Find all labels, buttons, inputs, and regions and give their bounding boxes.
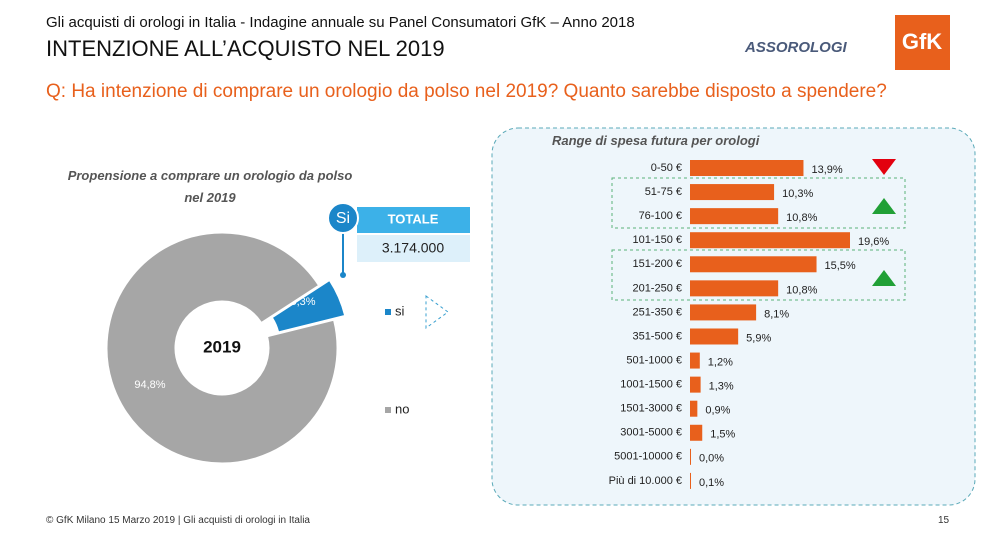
bar	[690, 232, 850, 249]
category-label: 51-75 €	[645, 186, 682, 198]
play-icon	[425, 295, 449, 329]
category-label: 351-500 €	[632, 330, 682, 342]
value-label: 0,0%	[699, 453, 724, 465]
bar	[690, 280, 779, 297]
value-label: 8,1%	[764, 308, 789, 320]
legend-swatch	[385, 407, 391, 413]
callout-badge	[327, 202, 359, 234]
gfk-logo-text: GfK	[902, 29, 942, 54]
value-label: 10,8%	[786, 284, 817, 296]
gfk-logo	[895, 15, 950, 70]
slice-label: 94,8%	[134, 379, 165, 391]
value-label: 1,3%	[709, 381, 734, 393]
bar	[690, 328, 739, 345]
footer: © GfK Milano 15 Marzo 2019 | Gli acquist…	[46, 515, 310, 526]
value-label: 15,5%	[825, 260, 856, 272]
callout-badge-text: Si	[336, 210, 350, 227]
category-label: 0-50 €	[651, 162, 682, 174]
subtitle: Gli acquisti di orologi in Italia - Inda…	[46, 14, 635, 31]
page-number: 15	[938, 515, 950, 526]
bar	[690, 184, 775, 201]
callout-label: TOTALE	[388, 211, 439, 226]
up-arrow	[872, 198, 896, 214]
legend-label: no	[395, 401, 409, 416]
legend-swatch	[385, 309, 391, 315]
down-arrow	[872, 159, 896, 175]
value-label: 0,9%	[705, 405, 730, 417]
donut-title: Propensione a comprare un orologio da po…	[67, 168, 353, 205]
bar	[690, 376, 701, 393]
value-label: 5,9%	[746, 332, 771, 344]
highlight-box	[611, 249, 906, 301]
category-label: 1501-3000 €	[620, 403, 682, 415]
bar-title: Range di spesa futura per orologi	[552, 133, 760, 148]
bar	[690, 352, 700, 369]
value-label: 10,8%	[786, 212, 817, 224]
value-label: 1,5%	[710, 429, 735, 441]
callout-dot	[340, 272, 346, 278]
bar	[690, 256, 817, 273]
category-label: 1001-1500 €	[620, 379, 682, 391]
callout-value-box	[357, 235, 470, 262]
category-label: 501-1000 €	[626, 354, 682, 366]
up-arrow	[872, 270, 896, 286]
category-label: 3001-5000 €	[620, 427, 682, 439]
bar	[690, 304, 757, 321]
bar	[690, 400, 698, 417]
legend-label: si	[395, 303, 405, 318]
category-label: 76-100 €	[639, 210, 682, 222]
center-label: 2019	[203, 337, 241, 356]
value-label: 10,3%	[782, 188, 813, 200]
category-label: Più di 10.000 €	[609, 475, 682, 487]
category-label: 151-200 €	[632, 258, 682, 270]
bar	[690, 448, 691, 465]
category-label: 5001-10000 €	[614, 451, 682, 463]
category-label: 201-250 €	[632, 282, 682, 294]
value-label: 0,1%	[699, 477, 724, 489]
value-label: 1,2%	[708, 356, 733, 368]
callout-value: 3.174.000	[382, 240, 444, 256]
category-label: 251-350 €	[632, 306, 682, 318]
callout-label-box	[357, 207, 470, 233]
donut-slice	[106, 232, 338, 464]
value-label: 19,6%	[858, 236, 889, 248]
value-label: 13,9%	[811, 164, 842, 176]
bar	[690, 208, 779, 225]
highlight-box	[611, 177, 906, 229]
donut-slice	[271, 279, 346, 333]
bar	[690, 160, 804, 176]
assorologi-logo: ASSOROLOGI	[744, 39, 848, 56]
question: Q: Ha intenzione di comprare un orologio…	[46, 81, 887, 102]
bar	[690, 472, 691, 489]
title: INTENZIONE ALL’ACQUISTO NEL 2019	[46, 36, 445, 61]
bar	[690, 424, 703, 441]
category-label: 101-150 €	[632, 234, 682, 246]
